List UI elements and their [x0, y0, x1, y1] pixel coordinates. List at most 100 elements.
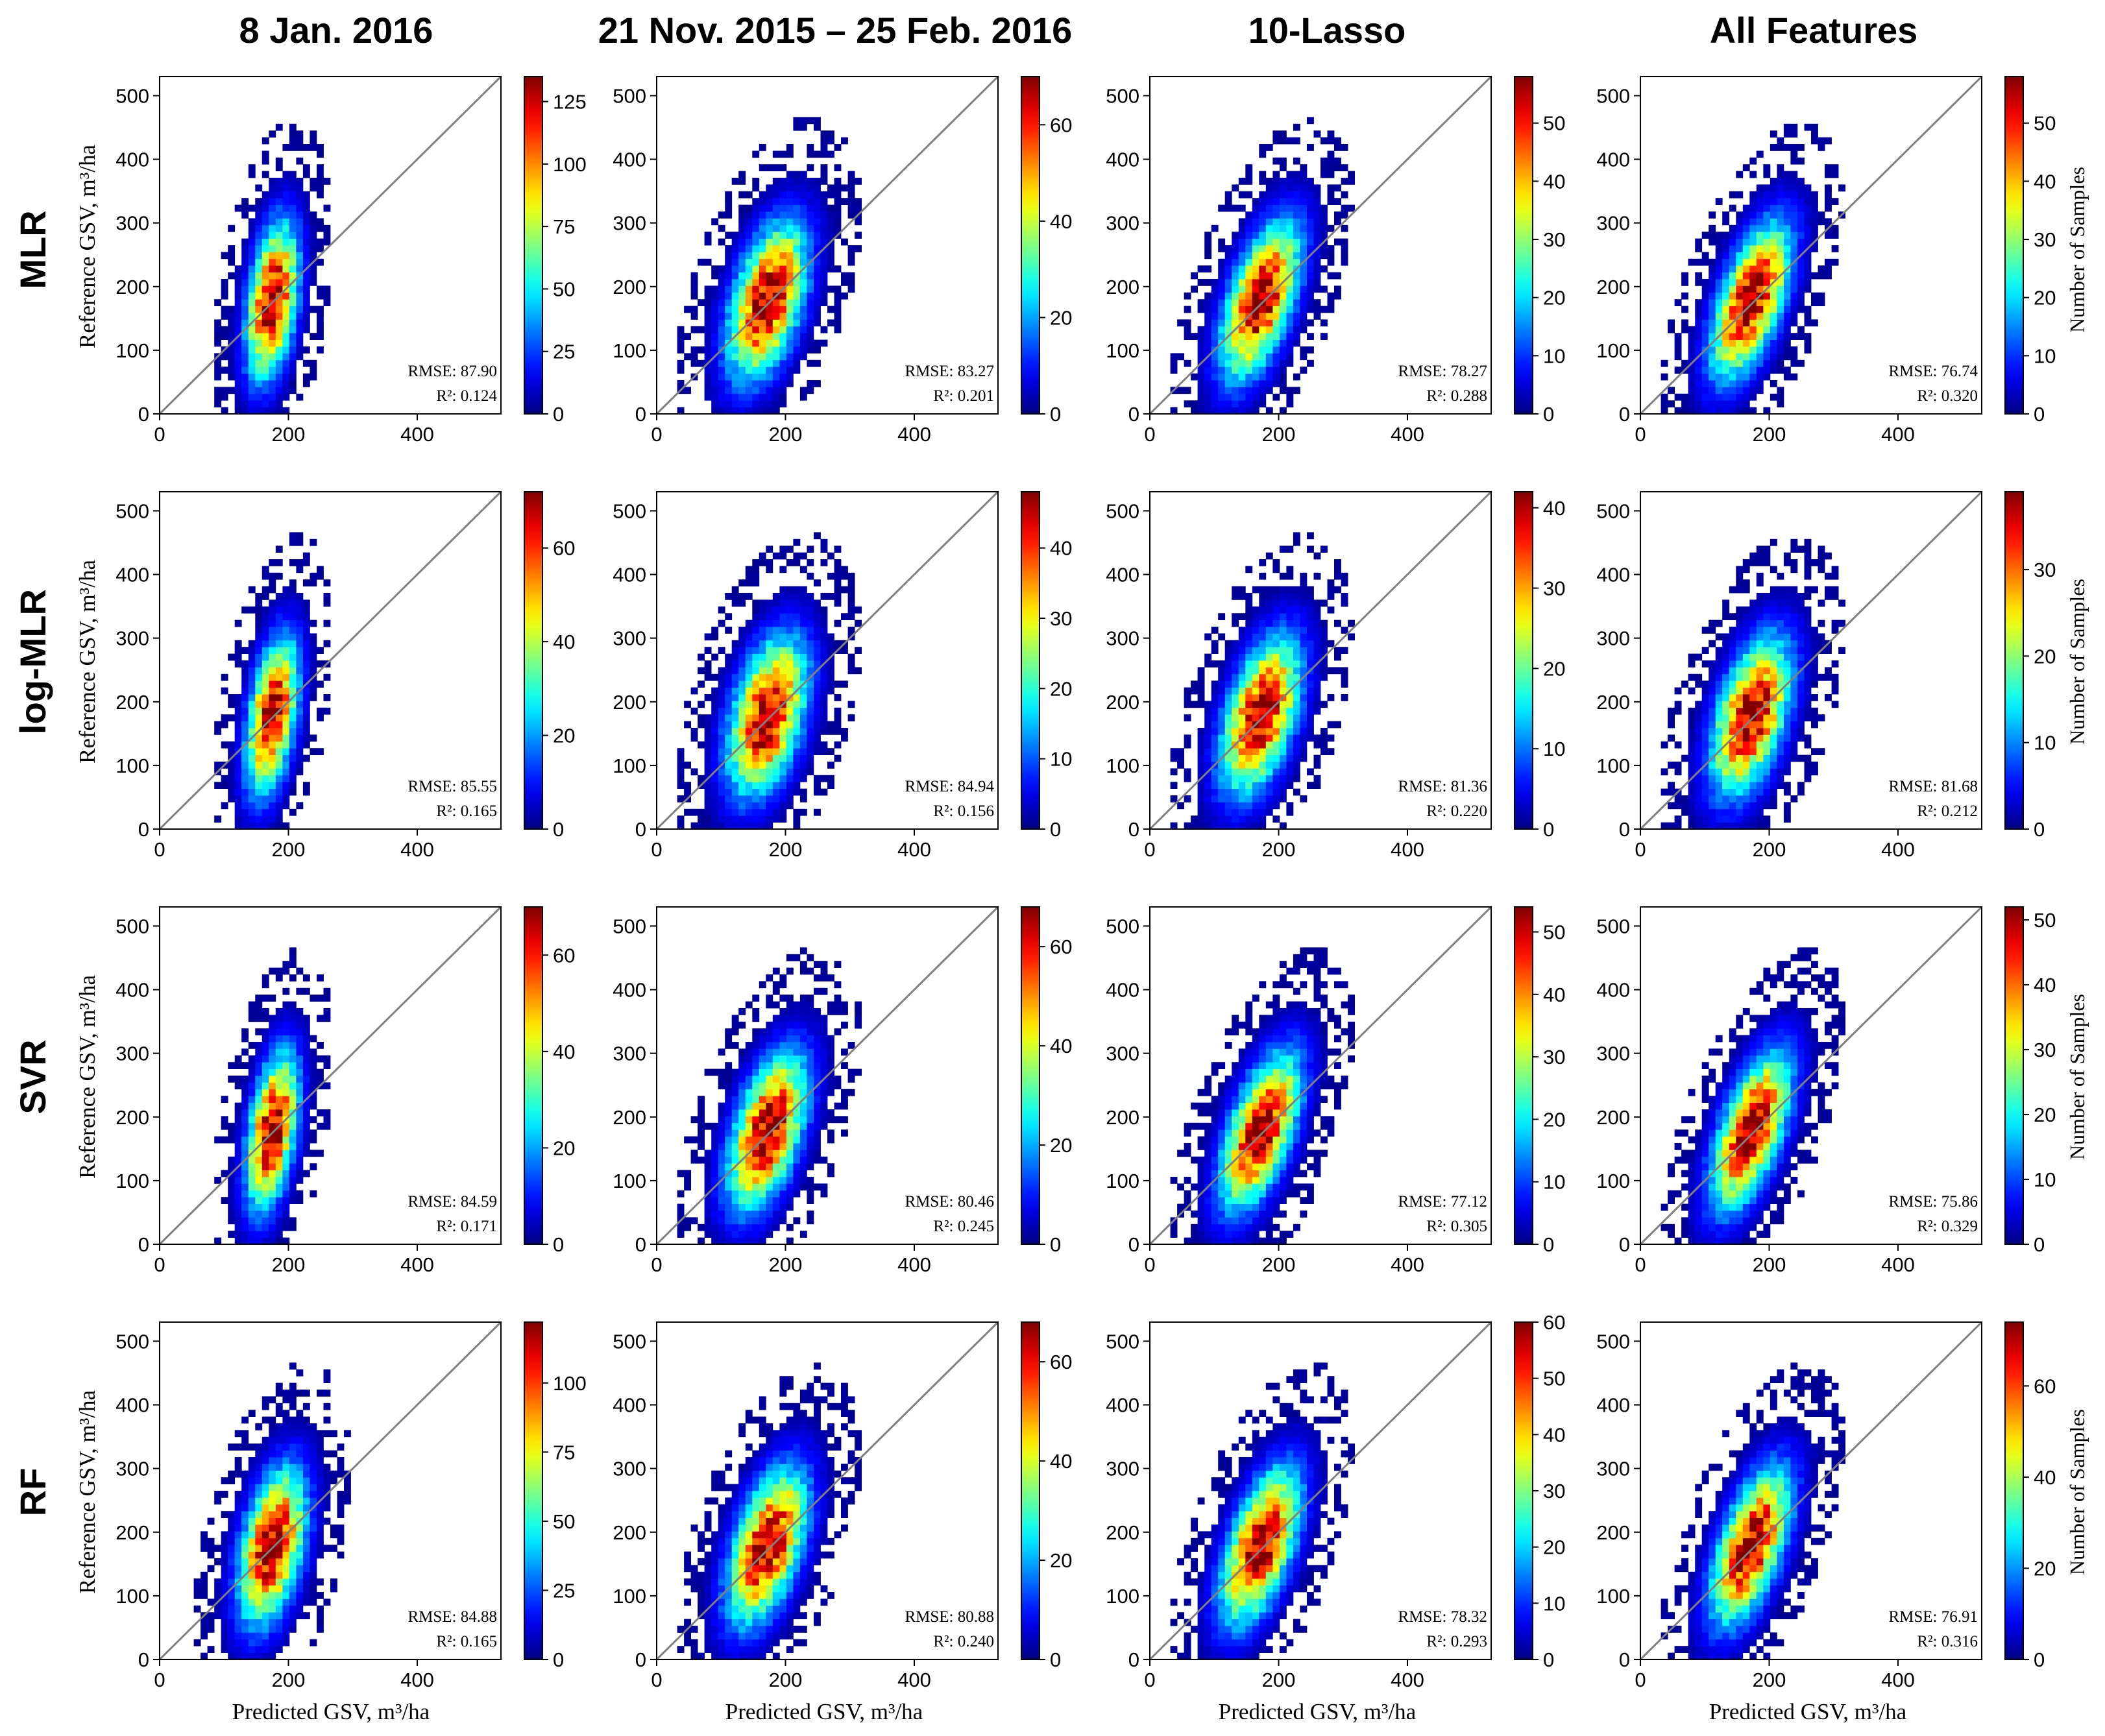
one-to-one-line: [158, 75, 502, 415]
one-to-one-line: [1639, 906, 1983, 1246]
x-tick-label: 400: [400, 1253, 434, 1276]
one-to-one-line: [655, 1321, 999, 1661]
y-tick-label: 100: [613, 339, 646, 362]
y-tick-label: 500: [1106, 1330, 1139, 1353]
r2-label: R²: 0.245: [933, 1218, 994, 1235]
colorbar-tick-label: 100: [553, 153, 587, 176]
colorbar: [1515, 77, 1533, 414]
y-tick-label: 0: [1128, 403, 1139, 426]
y-tick-label: 200: [116, 1521, 149, 1544]
rmse-label: RMSE: 81.68: [1888, 778, 1978, 795]
y-tick-label: 500: [613, 1330, 646, 1353]
colorbar-tick-label: 20: [1543, 287, 1565, 309]
colorbar-tick-label: 20: [2034, 287, 2056, 309]
y-tick-label: 500: [1596, 500, 1630, 522]
histogram-cells: [214, 123, 331, 415]
x-tick-label: 0: [1635, 838, 1646, 861]
colorbar: [2005, 907, 2023, 1244]
r2-label: R²: 0.293: [1426, 1633, 1487, 1650]
y-tick-label: 300: [1596, 627, 1630, 650]
y-tick-label: 400: [613, 979, 646, 1002]
rmse-label: RMSE: 80.46: [905, 1193, 994, 1211]
x-tick-label: 0: [651, 423, 662, 446]
plot-frame: [656, 1321, 999, 1660]
plot-frame: [1640, 906, 1982, 1245]
colorbar-tick-label: 20: [553, 1137, 575, 1159]
colorbar-tick-label: 50: [2034, 112, 2056, 135]
y-tick-label: 300: [613, 1458, 646, 1480]
y-axis-label-row-1: Reference GSV, m³/ha: [75, 145, 100, 349]
y-tick-label: 0: [635, 818, 646, 841]
colorbar-tick-label: 0: [1543, 818, 1554, 841]
rmse-label: RMSE: 77.12: [1398, 1193, 1487, 1211]
plot-frame: [159, 76, 502, 415]
y-tick-label: 200: [1596, 1521, 1630, 1544]
plot-frame: [1149, 76, 1492, 415]
colorbar-tick-label: 0: [2034, 1233, 2045, 1256]
y-tick-label: 100: [613, 1170, 646, 1192]
column-title-1: 8 Jan. 2016: [239, 10, 433, 51]
x-tick-label: 400: [400, 1669, 434, 1691]
rmse-label: RMSE: 75.86: [1888, 1193, 1978, 1211]
plot-frame: [1149, 1321, 1492, 1660]
x-tick-label: 200: [272, 1253, 306, 1276]
x-tick-label: 400: [1391, 838, 1424, 861]
r2-label: R²: 0.240: [933, 1633, 994, 1650]
y-tick-label: 0: [1619, 818, 1630, 841]
y-tick-label: 400: [1106, 979, 1139, 1002]
colorbar-tick-label: 25: [553, 341, 575, 363]
rmse-label: RMSE: 78.32: [1398, 1608, 1487, 1626]
x-tick-label: 200: [1753, 1253, 1786, 1276]
x-tick-label: 0: [1635, 423, 1646, 446]
x-axis-label-col-4: Predicted GSV, m³/ha: [1709, 1699, 1907, 1724]
x-tick-label: 0: [154, 1669, 165, 1691]
x-tick-label: 0: [1144, 1253, 1155, 1276]
y-tick-label: 300: [1596, 1458, 1630, 1480]
colorbar: [2005, 492, 2023, 829]
one-to-one-line: [1149, 490, 1492, 830]
colorbar-tick-label: 40: [1543, 983, 1565, 1006]
colorbar-tick-label: 0: [553, 818, 564, 841]
y-tick-label: 400: [613, 1394, 646, 1417]
y-tick-label: 500: [116, 84, 149, 107]
x-tick-label: 200: [272, 423, 306, 446]
colorbar-tick-label: 0: [1050, 403, 1061, 426]
x-tick-label: 200: [1262, 1669, 1296, 1691]
x-tick-label: 200: [1262, 1253, 1296, 1276]
colorbar-tick-label: 100: [553, 1372, 587, 1395]
colorbar-tick-label: 20: [1543, 1108, 1565, 1131]
row-title-3: SVR: [12, 1039, 53, 1114]
y-tick-label: 400: [1106, 564, 1139, 586]
y-tick-label: 100: [116, 754, 149, 777]
y-tick-label: 400: [1596, 564, 1630, 586]
y-tick-label: 200: [1106, 1521, 1139, 1544]
x-axis-label-col-2: Predicted GSV, m³/ha: [725, 1699, 923, 1724]
colorbar-tick-label: 30: [1543, 1480, 1565, 1502]
y-tick-label: 100: [613, 1585, 646, 1608]
r2-label: R²: 0.156: [933, 802, 994, 820]
plot-frame: [656, 491, 999, 830]
x-tick-label: 0: [1144, 423, 1155, 446]
colorbar: [1515, 492, 1533, 829]
x-tick-label: 200: [272, 1669, 306, 1691]
x-tick-label: 0: [154, 838, 165, 861]
x-tick-label: 400: [897, 1253, 931, 1276]
y-tick-label: 300: [613, 1043, 646, 1065]
y-tick-label: 0: [635, 1648, 646, 1671]
colorbar-tick-label: 0: [553, 1233, 564, 1256]
colorbar-tick-label: 40: [553, 1041, 575, 1063]
x-axis-label-col-3: Predicted GSV, m³/ha: [1219, 1699, 1417, 1724]
x-tick-label: 0: [1144, 838, 1155, 861]
rmse-label: RMSE: 87.90: [408, 363, 497, 380]
y-tick-label: 300: [116, 1043, 149, 1065]
colorbar-tick-label: 40: [1050, 210, 1072, 233]
x-tick-label: 400: [1881, 838, 1915, 861]
x-axis-label-col-1: Predicted GSV, m³/ha: [232, 1699, 430, 1724]
r2-label: R²: 0.316: [1917, 1633, 1978, 1650]
colorbar-tick-label: 20: [1543, 657, 1565, 680]
